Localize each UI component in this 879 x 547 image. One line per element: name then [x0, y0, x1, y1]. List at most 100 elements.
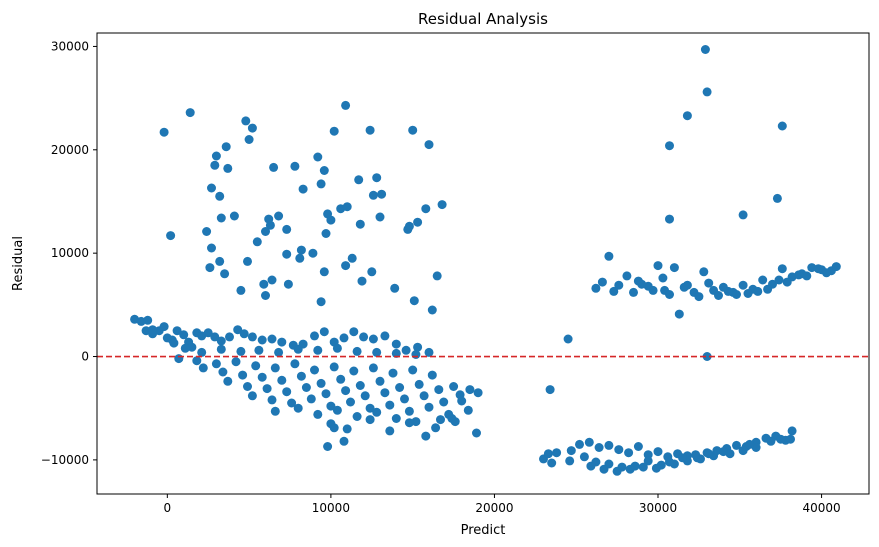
data-point — [547, 458, 557, 468]
data-point — [704, 278, 714, 288]
data-point — [277, 337, 287, 347]
data-point — [665, 214, 674, 224]
x-axis-ticks: 0 10000 20000 30000 40000 — [164, 494, 841, 515]
data-point — [218, 367, 228, 377]
data-point — [579, 452, 589, 462]
data-point — [411, 350, 421, 359]
data-point — [591, 283, 601, 293]
data-point — [745, 439, 755, 449]
data-point — [180, 343, 190, 353]
data-point — [682, 111, 692, 121]
data-point — [223, 163, 233, 173]
data-point — [316, 297, 326, 307]
data-point — [653, 447, 663, 457]
data-point — [782, 277, 792, 287]
data-point — [651, 463, 661, 473]
data-point — [236, 346, 246, 356]
data-point — [220, 269, 230, 279]
data-point — [332, 343, 342, 353]
data-point — [575, 439, 584, 449]
data-point — [257, 335, 267, 345]
data-point — [329, 362, 339, 372]
data-point — [270, 406, 280, 416]
x-tick-label: 10000 — [312, 501, 350, 515]
x-axis-label: Predict — [461, 523, 506, 538]
data-point — [321, 389, 331, 399]
data-point — [776, 434, 786, 444]
data-point — [233, 325, 243, 335]
data-point — [404, 406, 414, 416]
data-point — [216, 213, 226, 223]
data-point — [247, 123, 257, 133]
data-point — [229, 211, 239, 221]
data-point — [205, 263, 215, 273]
data-point — [368, 363, 378, 373]
data-point — [599, 464, 609, 474]
data-point — [259, 279, 269, 289]
data-point — [282, 387, 292, 397]
data-point — [341, 100, 351, 110]
data-point — [316, 179, 326, 189]
data-point — [802, 271, 812, 281]
data-point — [545, 385, 555, 395]
x-tick-label: 20000 — [475, 501, 513, 515]
data-point — [774, 275, 784, 285]
data-point — [326, 401, 336, 411]
data-point — [648, 285, 658, 295]
data-point — [308, 248, 318, 258]
data-point — [293, 344, 303, 354]
data-point — [352, 346, 362, 356]
data-point — [251, 361, 261, 371]
data-point — [357, 276, 367, 286]
data-point — [766, 436, 776, 446]
data-point — [262, 384, 272, 394]
data-point — [604, 251, 614, 261]
data-point — [313, 345, 323, 355]
y-tick-label: 10000 — [51, 246, 89, 260]
data-point — [244, 135, 254, 144]
data-point — [321, 229, 331, 238]
data-point — [424, 140, 434, 150]
data-point — [404, 221, 414, 231]
data-point — [265, 220, 275, 230]
data-point — [427, 305, 437, 315]
data-point — [341, 261, 351, 271]
data-point — [794, 270, 804, 280]
data-point — [678, 453, 687, 463]
data-point — [395, 383, 405, 392]
data-point — [669, 263, 679, 273]
data-point — [360, 391, 370, 401]
data-point — [463, 405, 473, 415]
data-point — [665, 290, 674, 299]
data-point — [822, 268, 831, 278]
data-point — [404, 418, 414, 428]
data-point — [432, 271, 442, 281]
data-point — [197, 347, 207, 357]
data-point — [282, 224, 292, 234]
data-point — [282, 249, 292, 259]
data-point — [714, 291, 723, 300]
data-point — [629, 287, 638, 297]
data-point — [313, 152, 323, 162]
x-tick-label: 40000 — [802, 501, 840, 515]
data-point — [614, 445, 624, 455]
data-point — [413, 342, 423, 352]
data-point — [380, 388, 390, 398]
data-point — [682, 280, 692, 290]
data-point — [743, 289, 753, 298]
data-point — [349, 366, 359, 376]
data-point — [653, 261, 663, 271]
data-point — [702, 352, 712, 361]
data-point — [352, 412, 362, 421]
data-point — [202, 227, 212, 236]
data-point — [239, 329, 249, 339]
data-point — [563, 334, 573, 344]
data-point — [159, 322, 169, 332]
data-point — [166, 231, 176, 241]
data-point — [211, 359, 221, 369]
data-point — [738, 280, 748, 290]
data-point — [298, 184, 308, 194]
data-point — [277, 375, 287, 385]
data-point — [210, 160, 220, 170]
data-point — [772, 193, 782, 203]
